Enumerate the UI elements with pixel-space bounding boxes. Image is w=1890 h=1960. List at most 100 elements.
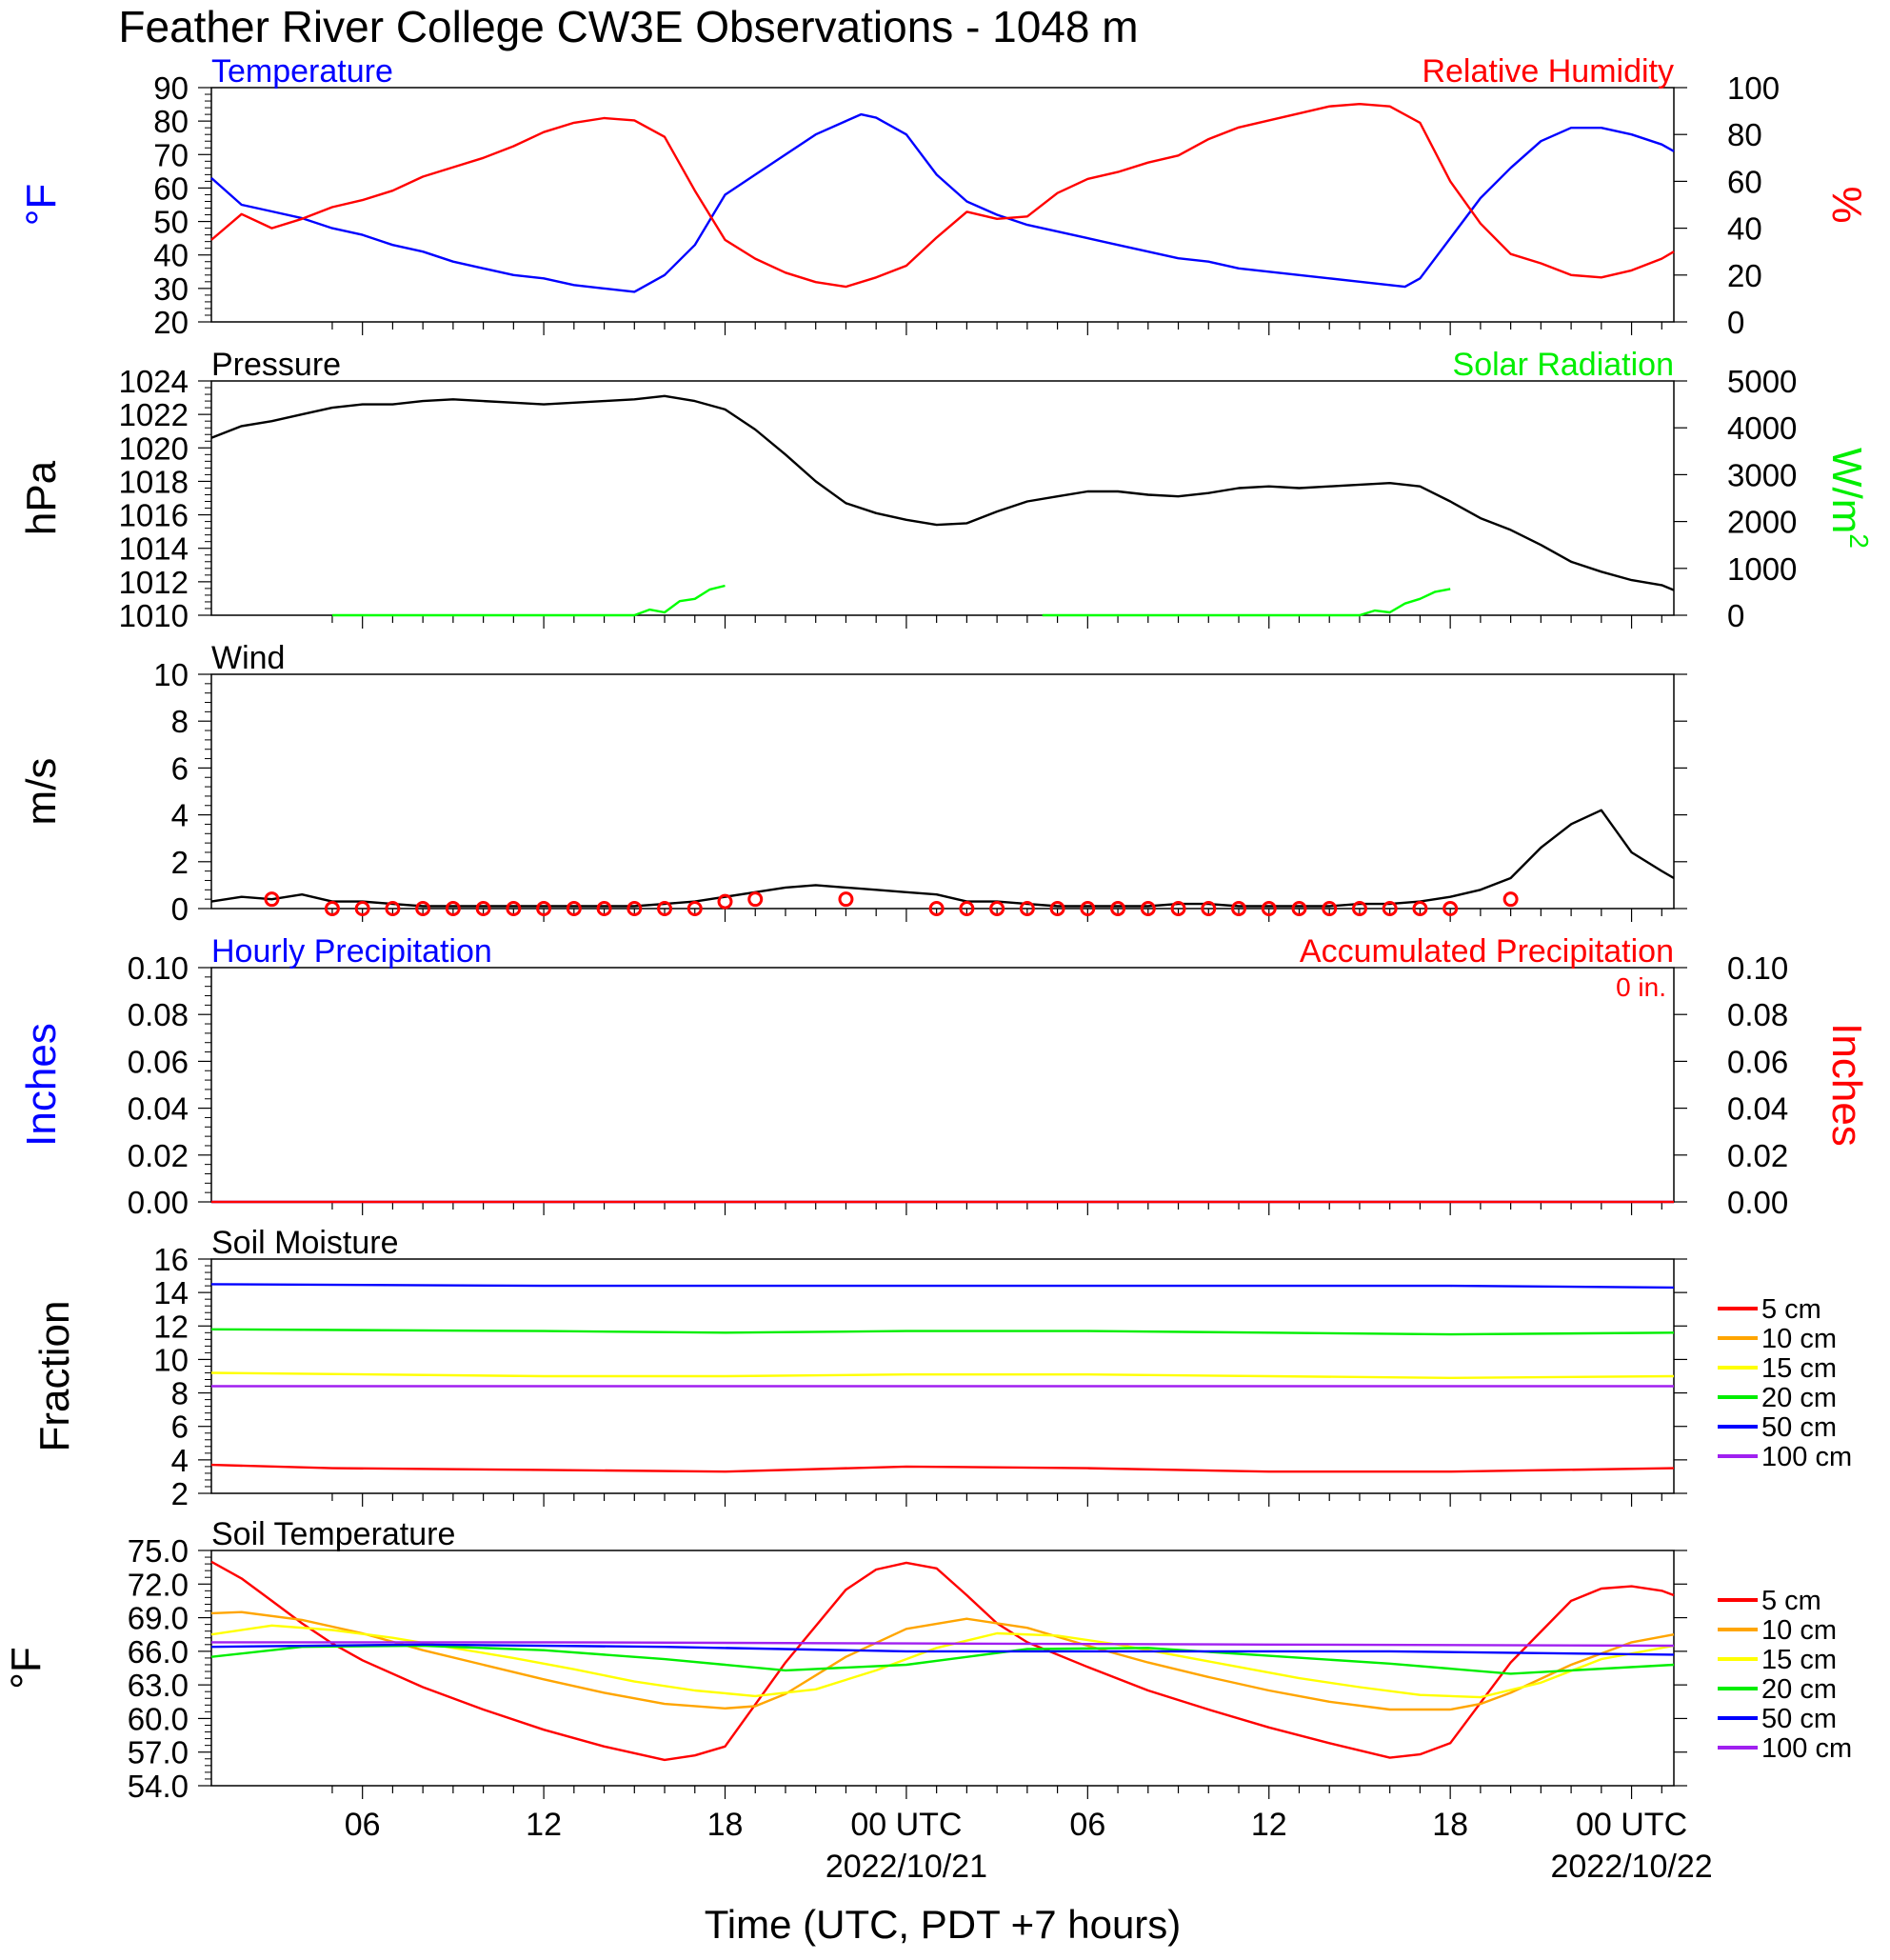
chart-title: Feather River College CW3E Observations …	[118, 2, 1138, 51]
legend-label: 50 cm	[1761, 1412, 1837, 1443]
wind-direction-circle	[1412, 901, 1428, 916]
y-unit-right: %	[1823, 186, 1870, 223]
series-line-pressure	[210, 394, 1675, 591]
wind-direction-circle	[1140, 901, 1156, 916]
legend-label: 10 cm	[1761, 1615, 1837, 1646]
wind-direction-circle	[1322, 901, 1338, 916]
x-tick-label: 12	[1251, 1807, 1287, 1843]
panel-wind: 0 2 4 6 8 10 Wind m/s	[18, 640, 1687, 927]
y-tick-label-right: 100	[1727, 70, 1780, 106]
panel-frame	[210, 673, 1675, 910]
y-tick-label-left: 75.0	[128, 1533, 189, 1569]
x-tick-label: 00 UTC	[850, 1807, 962, 1843]
panel-frame	[210, 967, 1675, 1203]
y-tick-label-left: 63.0	[128, 1668, 189, 1703]
x-tick-label: 18	[1432, 1807, 1468, 1843]
wind-direction-circle	[1382, 901, 1398, 916]
wind-direction-circle	[506, 901, 522, 916]
wind-direction-circle	[928, 901, 945, 916]
series-line-50-cm	[210, 1283, 1675, 1290]
x-date-label: 2022/10/22	[1550, 1849, 1712, 1885]
x-tick-label: 00 UTC	[1576, 1807, 1687, 1843]
y-tick-label-right: 0.04	[1727, 1091, 1788, 1127]
legend-label: 15 cm	[1761, 1353, 1837, 1384]
y-tick-label-left: 0.10	[128, 950, 189, 986]
y-unit-left: Inches	[18, 1023, 65, 1147]
series-line-15-cm	[210, 1371, 1675, 1379]
wind-direction-circle	[1170, 901, 1186, 916]
wind-direction-circle	[566, 901, 582, 916]
panel-title-left: Pressure	[211, 347, 341, 383]
y-tick-label-left: 69.0	[128, 1601, 189, 1636]
wind-direction-circle	[1351, 901, 1367, 916]
legend-label: 100 cm	[1761, 1733, 1852, 1764]
x-axis-label: Time (UTC, PDT +7 hours)	[705, 1902, 1182, 1947]
y-tick-label-left: 20	[153, 305, 189, 340]
y-tick-label-right: 0	[1727, 305, 1744, 340]
y-tick-label-left: 1018	[119, 464, 189, 499]
y-unit-right: W/m2	[1823, 448, 1874, 549]
y-tick-label-left: 4	[171, 798, 189, 833]
y-tick-label-left: 57.0	[128, 1735, 189, 1770]
y-tick-label-left: 54.0	[128, 1769, 189, 1804]
series-line-solar-radiation	[331, 584, 1451, 617]
x-tick-label: 18	[707, 1807, 744, 1843]
panel-title-left: Temperature	[211, 53, 393, 90]
wind-direction-circle	[354, 901, 370, 916]
series-line-20-cm	[210, 1644, 1675, 1675]
panel-title-right: Relative Humidity	[1422, 53, 1674, 90]
x-date-label: 2022/10/21	[826, 1849, 987, 1885]
y-tick-label-left: 72.0	[128, 1567, 189, 1602]
series-line-wind-speed	[210, 809, 1675, 908]
y-tick-label-left: 0	[171, 891, 189, 927]
wind-direction-circle	[1442, 901, 1459, 916]
y-tick-label-right: 1000	[1727, 551, 1797, 587]
y-tick-label-left: 1010	[119, 598, 189, 633]
wind-direction-circle	[1291, 901, 1307, 916]
y-unit-right-superscript: 2	[1844, 533, 1874, 549]
wind-direction-circle	[747, 891, 764, 908]
y-tick-label-left: 80	[153, 104, 189, 139]
y-tick-label-left: 0.08	[128, 997, 189, 1032]
y-tick-label-left: 60.0	[128, 1701, 189, 1736]
y-tick-label-right: 60	[1727, 164, 1762, 199]
wind-direction-circle	[1110, 901, 1126, 916]
y-unit-right: Inches	[1823, 1023, 1870, 1147]
wind-direction-circle	[959, 901, 975, 916]
panel-title-right: Accumulated Precipitation	[1300, 933, 1674, 970]
y-tick-label-left: 6	[171, 750, 189, 786]
y-unit-left: °F	[18, 184, 65, 226]
panel-frame	[210, 380, 1675, 616]
y-tick-label-left: 16	[153, 1242, 189, 1277]
legend-label: 100 cm	[1761, 1442, 1852, 1472]
wind-direction-circle	[536, 901, 552, 916]
series-line-5-cm	[210, 1463, 1675, 1473]
y-tick-label-right: 20	[1727, 258, 1762, 293]
y-tick-label-left: 1012	[119, 565, 189, 600]
series-line-100-cm	[211, 1641, 1675, 1648]
y-tick-label-left: 30	[153, 271, 189, 307]
panel-soil_temperature: 54.057.060.063.066.069.072.075.0 Soil Tem…	[3, 1516, 1852, 1804]
y-tick-label-right: 5000	[1727, 364, 1797, 399]
legend-label: 20 cm	[1761, 1383, 1837, 1413]
wind-direction-circle	[445, 901, 461, 916]
wind-direction-circle	[1231, 901, 1247, 916]
legend-label: 5 cm	[1761, 1586, 1821, 1616]
x-axis: 06 12 18 00 UTC 2022/10/21 06 12 18 00 UTC 2022/1…	[345, 1807, 1713, 1885]
y-tick-label-left: 1014	[119, 531, 189, 567]
y-tick-label-left: 1022	[119, 397, 189, 432]
wind-direction-circle	[596, 901, 612, 916]
wind-direction-circle	[1261, 901, 1277, 916]
y-tick-label-left: 50	[153, 205, 189, 240]
y-tick-label-right: 4000	[1727, 410, 1797, 446]
y-tick-label-left: 0.02	[128, 1138, 189, 1173]
y-tick-label-left: 1024	[119, 364, 189, 399]
panel-precipitation: 0.00 0.02 0.04 0.06 0.08 0.10 0.00 0.02 0.04 0.06…	[18, 933, 1870, 1220]
y-tick-label-left: 0.04	[128, 1091, 189, 1127]
panel-frame	[210, 1550, 1675, 1787]
